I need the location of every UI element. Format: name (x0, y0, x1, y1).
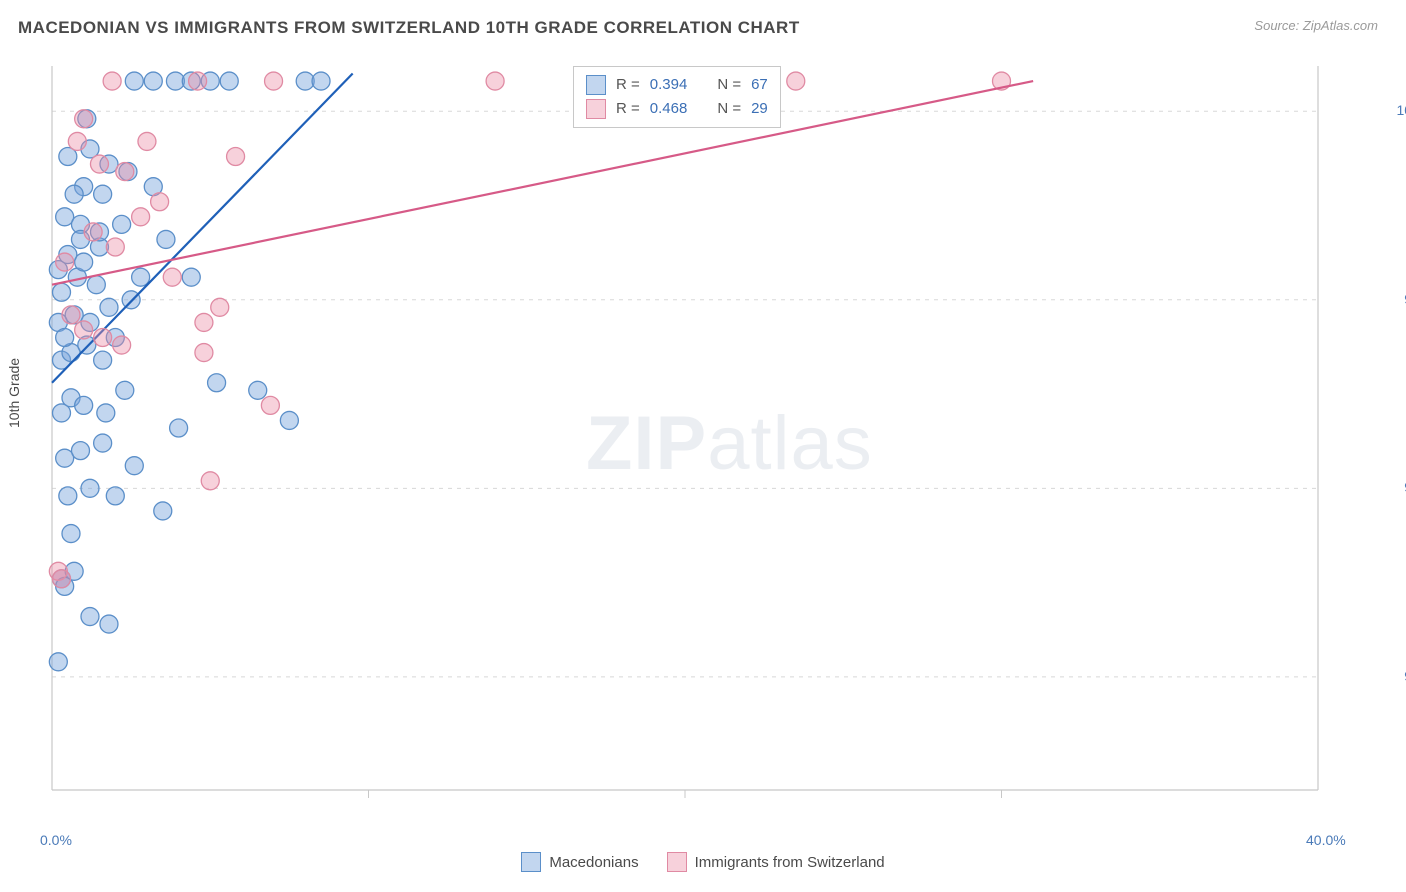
y-tick-label: 97.5% (1389, 291, 1406, 307)
legend-item-swiss: Immigrants from Switzerland (667, 852, 885, 872)
n-label: N = (717, 97, 741, 121)
y-tick-label: 92.5% (1389, 668, 1406, 684)
y-axis-label: 10th Grade (6, 358, 22, 428)
n-value: 67 (751, 73, 768, 97)
r-value: 0.468 (650, 97, 688, 121)
chart-plot-area: ZIPatlas R =0.394N =67R =0.468N =29 100.… (46, 60, 1386, 820)
n-value: 29 (751, 97, 768, 121)
legend-item-macedonians: Macedonians (521, 852, 638, 872)
scatter-plot-svg (46, 60, 1386, 820)
legend-label-swiss: Immigrants from Switzerland (695, 854, 885, 871)
legend-label-macedonians: Macedonians (549, 854, 638, 871)
chart-title: MACEDONIAN VS IMMIGRANTS FROM SWITZERLAN… (18, 18, 800, 38)
y-tick-label: 100.0% (1389, 102, 1406, 118)
corr-swatch-swiss (586, 99, 606, 119)
corr-legend-row-macedonians: R = 0.394 N = 67 (586, 73, 768, 97)
series-legend: Macedonians Immigrants from Switzerland (0, 852, 1406, 872)
r-label: R = (616, 97, 640, 121)
source-attribution: Source: ZipAtlas.com (1254, 18, 1378, 33)
x-tick-label: 0.0% (40, 832, 72, 848)
legend-swatch-swiss (667, 852, 687, 872)
source-label: Source: (1254, 18, 1299, 33)
corr-swatch-macedonians (586, 75, 606, 95)
n-label: N = (717, 73, 741, 97)
correlation-legend: R = 0.394 N = 67 R = 0.468 N = 29 (573, 66, 781, 128)
header: MACEDONIAN VS IMMIGRANTS FROM SWITZERLAN… (0, 0, 1406, 46)
x-tick-label: 40.0% (1306, 832, 1346, 848)
r-value: 0.394 (650, 73, 688, 97)
source-value: ZipAtlas.com (1303, 18, 1378, 33)
y-tick-label: 95.0% (1389, 479, 1406, 495)
corr-legend-row-swiss: R = 0.468 N = 29 (586, 97, 768, 121)
r-label: R = (616, 73, 640, 97)
legend-swatch-macedonians (521, 852, 541, 872)
